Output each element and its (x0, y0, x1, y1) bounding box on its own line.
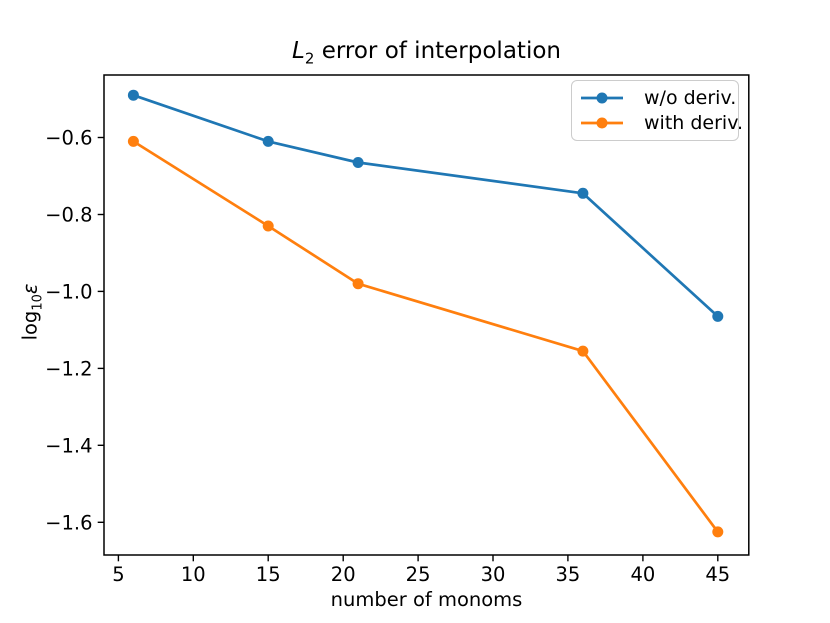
y-tick-label: −0.6 (45, 127, 92, 150)
y-tick-label: −1.6 (45, 511, 92, 534)
legend-item: w/o deriv. (579, 87, 736, 109)
x-tick-label: 10 (181, 563, 206, 586)
series-line-1 (132, 140, 720, 534)
data-point (262, 135, 274, 147)
y-tick-label: −1.0 (45, 281, 92, 304)
ylabel-subscript: 10 (30, 294, 46, 311)
legend-line-sample (581, 117, 623, 129)
data-point (127, 89, 139, 101)
title-subscript: 2 (304, 49, 315, 68)
data-point (712, 526, 724, 538)
ylabel-main: log (18, 310, 42, 341)
legend-label: w/o deriv. (644, 86, 737, 109)
legend-marker-icon (596, 117, 608, 129)
x-tick-label: 40 (630, 563, 655, 586)
y-tick-label: −1.4 (45, 434, 92, 457)
data-point (352, 157, 364, 168)
x-axis-label: number of monoms (330, 588, 523, 611)
ylabel-epsilon: ε (18, 283, 42, 295)
x-tick-label: 25 (406, 563, 431, 586)
y-tick-label: −0.8 (45, 204, 92, 227)
legend-item: with deriv. (579, 112, 743, 134)
x-tick-label: 15 (256, 563, 281, 586)
x-tick-label: 5 (112, 563, 124, 586)
x-tick-label: 20 (331, 563, 356, 586)
title-variable: L (292, 38, 305, 64)
data-point (352, 278, 364, 290)
legend: w/o deriv. with deriv. (571, 80, 743, 141)
data-point (577, 187, 589, 199)
data-point (127, 135, 139, 147)
y-tick-label: −1.2 (45, 358, 92, 381)
data-point (712, 310, 724, 322)
data-point (577, 345, 589, 357)
legend-line-sample (581, 92, 623, 104)
x-tick-label: 30 (481, 563, 506, 586)
title-text: error of interpolation (314, 38, 561, 64)
legend-label: with deriv. (644, 112, 743, 135)
x-tick-label: 35 (555, 563, 580, 586)
legend-marker-icon (596, 92, 608, 104)
x-tick-label: 45 (705, 563, 730, 586)
y-axis-label: log10ε (18, 283, 46, 341)
plot-frame (103, 74, 750, 556)
data-point (262, 220, 274, 232)
chart-title: L2 error of interpolation (104, 38, 749, 66)
